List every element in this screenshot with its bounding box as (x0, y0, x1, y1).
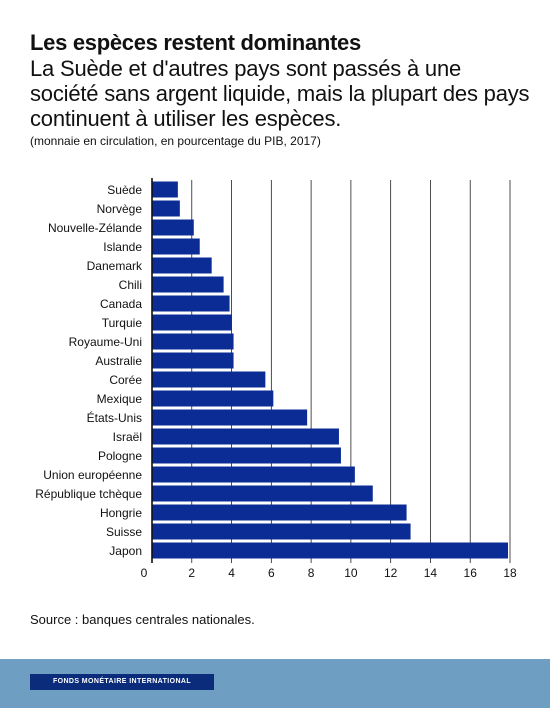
bar (152, 200, 180, 217)
bar (152, 523, 411, 540)
bar (152, 485, 373, 502)
bar (152, 542, 509, 559)
bar (152, 504, 407, 521)
bar (152, 276, 224, 293)
category-label: Suède (107, 183, 142, 197)
category-label: Turquie (102, 316, 143, 330)
x-tick-label: 0 (141, 566, 148, 580)
imf-logo-badge: FONDS MONÉTAIRE INTERNATIONAL (30, 674, 214, 690)
x-tick-label: 12 (384, 566, 398, 580)
footer-band: FONDS MONÉTAIRE INTERNATIONAL (0, 659, 550, 708)
bar (152, 295, 230, 312)
bar (152, 466, 355, 483)
category-label: Israël (113, 430, 142, 444)
category-label: Union européenne (43, 468, 142, 482)
x-tick-label: 6 (268, 566, 275, 580)
category-label: Mexique (97, 392, 143, 406)
bar (152, 390, 274, 407)
category-label: Norvège (97, 202, 143, 216)
category-label: Chili (119, 278, 142, 292)
source-note: Source : banques centrales nationales. (30, 612, 255, 627)
bar (152, 257, 212, 274)
x-tick-label: 10 (344, 566, 358, 580)
bar-chart: Suède Norvège Nouvelle-Zélande Islande Danem… (35, 178, 517, 580)
category-label: Canada (100, 297, 142, 311)
bar (152, 219, 194, 236)
chart-subtitle: La Suède et d'autres pays sont passés à … (30, 56, 530, 131)
x-tick-label: 2 (188, 566, 195, 580)
category-label: Royaume-Uni (69, 335, 142, 349)
category-label: Nouvelle-Zélande (48, 221, 142, 235)
bar (152, 181, 178, 198)
x-tick-label: 4 (228, 566, 235, 580)
x-tick-label: 14 (424, 566, 438, 580)
category-label: Hongrie (100, 506, 142, 520)
category-label: États-Unis (87, 410, 142, 425)
x-tick-label: 16 (464, 566, 478, 580)
category-label: Pologne (98, 449, 142, 463)
bar (152, 314, 232, 331)
category-label: Corée (109, 373, 142, 387)
bar (152, 352, 234, 369)
category-label: Islande (103, 240, 142, 254)
bar (152, 371, 266, 388)
bar (152, 428, 339, 445)
bar (152, 238, 200, 255)
category-label: Australie (95, 354, 142, 368)
x-tick-label: 8 (308, 566, 315, 580)
bar (152, 447, 341, 464)
category-label: République tchèque (35, 487, 142, 501)
category-label: Suisse (106, 525, 142, 539)
chart-title: Les espèces restent dominantes (30, 30, 361, 55)
bar (152, 409, 308, 426)
bar (152, 333, 234, 350)
category-label: Danemark (87, 259, 143, 273)
category-label: Japon (109, 544, 142, 558)
x-tick-label: 18 (503, 566, 517, 580)
chart-units-note: (monnaie en circulation, en pourcentage … (30, 134, 321, 148)
